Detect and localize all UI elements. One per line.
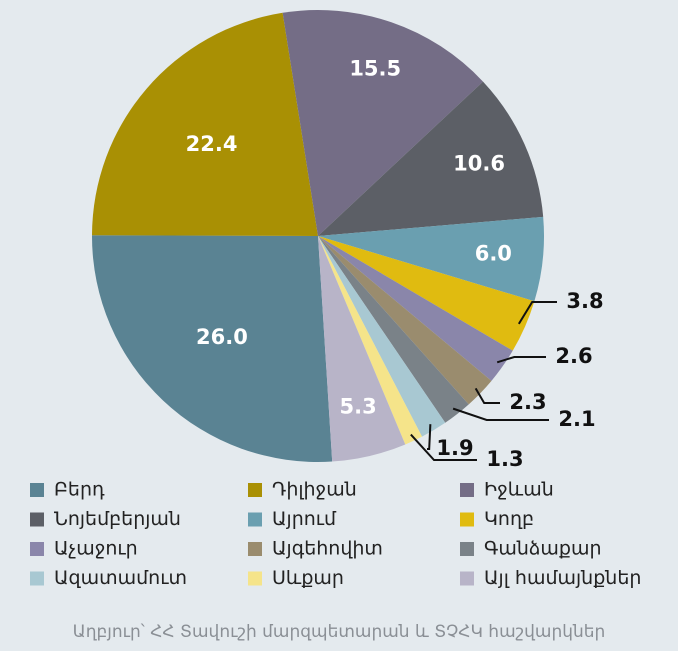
legend-label: Գանձաքար [484,538,602,560]
legend-label: Բերդ [54,479,105,501]
leader-line [517,301,557,325]
legend-swatch [30,512,44,527]
leader-line [427,424,432,450]
legend-label: Կողբ [484,508,534,530]
leader-line [410,433,477,461]
pie-slice [318,236,469,423]
legend-swatch [460,571,474,586]
value-label: 26.0 [196,325,248,349]
leader-line [474,387,500,404]
value-label: 2.1 [558,407,595,431]
leader-line [496,356,546,364]
legend-swatch [248,542,262,556]
legend-label: Այգեհովիտ [272,538,383,560]
value-label: 1.9 [436,436,473,460]
pie-slice [318,236,406,462]
legend-label: Նոյեմբերյան [54,508,181,530]
legend-label: Իջևան [484,479,554,501]
pie: 26.0 22.4 15.5 10.6 6.0 3.8 2.6 2.3 2.1 1.9 1.3 5.3 [91,10,604,471]
pie-slice [318,236,513,381]
legend: Բերդ Դիլիջան Իջևան Նոյեմբերյան Այրում Կողբ Աչա… [30,479,641,589]
legend-swatch [30,571,44,586]
value-label: 22.4 [186,132,238,156]
value-label: 15.5 [349,56,401,80]
value-label: 10.6 [453,151,505,175]
legend-swatch [248,512,262,527]
source: Աղբյուր՝ ՀՀ Տավուշի մարզպետարան և ՏՉՀԿ հ… [73,622,606,642]
value-label: 5.3 [340,395,377,419]
value-label: 2.3 [509,390,546,414]
pie-slice [318,236,492,405]
pie-slice [91,235,333,462]
legend-label: Դիլիջան [272,479,357,501]
pie-slice [282,10,484,237]
legend-label: Այլ համայնքներ [484,567,641,589]
pie-slice [318,236,423,445]
legend-label: Այրում [272,508,337,530]
legend-swatch [460,512,474,527]
pie-slice [318,216,544,302]
legend-swatch [248,483,262,497]
pie-slice [318,236,446,437]
legend-label: Ազատամուտ [54,567,187,589]
legend-label: Սևքար [272,567,344,589]
value-label: 3.8 [566,289,603,313]
legend-swatch [30,542,44,556]
pie-slice [318,236,535,351]
pie-slice [318,81,544,237]
legend-swatch [460,542,474,556]
legend-swatch [248,571,262,586]
leader-line [452,407,549,421]
legend-swatch [30,483,44,497]
legend-swatch [460,483,474,497]
value-label: 1.3 [486,447,523,471]
legend-label: Աչաջուր [54,538,138,560]
pie-slice [92,12,318,236]
value-label: 6.0 [475,241,512,265]
value-label: 2.6 [555,344,592,368]
